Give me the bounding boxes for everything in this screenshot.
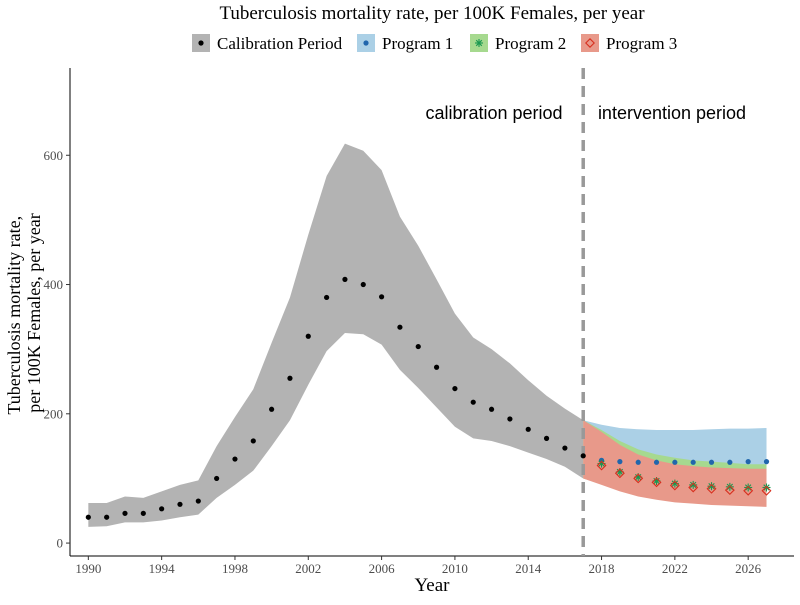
band-calibration-period [88,143,584,527]
legend-marker [363,40,369,46]
legend-item-program-2: Program 2 [470,34,566,53]
data-point [689,480,698,489]
x-tick-label: 2018 [589,561,615,576]
data-point [708,459,715,465]
x-tick-label: 1998 [222,561,248,576]
legend-label: Program 3 [606,34,677,53]
data-point [633,473,644,484]
data-point [669,480,680,491]
data-point [653,459,660,465]
data-point [688,482,699,493]
data-point [342,276,348,282]
x-tick-label: 2002 [295,561,321,576]
chart-title: Tuberculosis mortality rate, per 100K Fe… [219,3,645,24]
data-point [214,475,220,482]
data-point [177,501,183,507]
uncertainty-bands [88,143,767,527]
y-axis-label: Tuberculosis mortality rate, per 100K Fe… [4,211,44,414]
legend-marker [585,38,595,48]
data-point [724,485,735,496]
data-point [727,459,733,465]
intervention-period-label: intervention period [598,103,746,123]
x-tick-label: 2006 [369,561,396,576]
legend-item-program-3: Program 3 [581,34,677,53]
data-point [543,435,550,441]
y-tick-label: 0 [57,536,64,551]
legend-label: Calibration Period [217,34,343,53]
data-point [690,459,696,465]
legend-item-program-1: Program 1 [357,34,453,53]
data-point [470,399,476,405]
y-tick-label: 600 [44,148,64,163]
band-program-3 [583,420,767,507]
x-tick-label: 1994 [149,561,176,576]
legend-label: Program 2 [495,34,566,53]
x-axis-label: Year [414,575,450,596]
data-point [651,477,662,488]
data-point [525,426,531,432]
x-tick-label: 2022 [662,561,688,576]
data-point [122,510,128,516]
data-point [614,468,625,479]
data-point [397,324,403,330]
data-point [305,333,311,339]
data-point [488,406,495,412]
data-point [507,416,513,422]
data-point [580,453,586,459]
x-tick-label: 2014 [515,561,542,576]
data-point [324,294,330,301]
axes: 0 200 400 600 1990 1994 1998 2002 2006 2010 2014 20… [44,68,794,576]
data-point [744,483,753,492]
legend-item-calibration-period: Calibration Period [192,34,343,53]
data-point [378,294,385,300]
data-point [85,514,91,520]
series-program-2 [597,459,771,492]
y-tick-label: 400 [44,277,64,292]
data-point [360,281,366,288]
data-point [195,498,201,504]
calibration-period-label: calibration period [425,103,562,123]
data-points [85,276,772,520]
data-point [725,482,734,491]
data-point [761,485,772,496]
data-point [617,459,623,465]
series-program-3 [596,460,772,496]
data-point [104,514,110,520]
data-point [745,459,751,465]
data-point [707,482,716,491]
legend: Calibration Period Program 1 Program 2 Prog… [192,34,677,53]
data-point [250,438,256,444]
legend-marker [198,40,204,46]
data-point [562,445,568,451]
data-point [452,385,458,392]
data-point [635,459,641,465]
y-tick-label: 200 [44,406,64,421]
data-point [706,483,717,494]
data-point [433,364,440,370]
x-tick-label: 1990 [75,561,101,576]
data-point [232,456,238,462]
x-tick-label: 2010 [442,561,468,576]
data-point [596,460,607,471]
x-tick-label: 2026 [735,561,762,576]
legend-label: Program 1 [382,34,453,53]
data-point [415,343,421,350]
data-point [287,375,293,381]
series-calibration-period [85,276,586,520]
data-point [763,459,770,465]
data-point [269,406,275,412]
data-point [672,459,678,465]
data-point [762,483,771,492]
legend-swatch [581,34,599,52]
data-point [159,506,165,512]
legend-marker [475,39,483,47]
y-axis-label-line-1: Tuberculosis mortality rate, [4,216,24,415]
data-point [140,510,146,516]
data-point [743,485,754,496]
y-axis-label-line-2: per 100K Females, per year [24,213,44,412]
